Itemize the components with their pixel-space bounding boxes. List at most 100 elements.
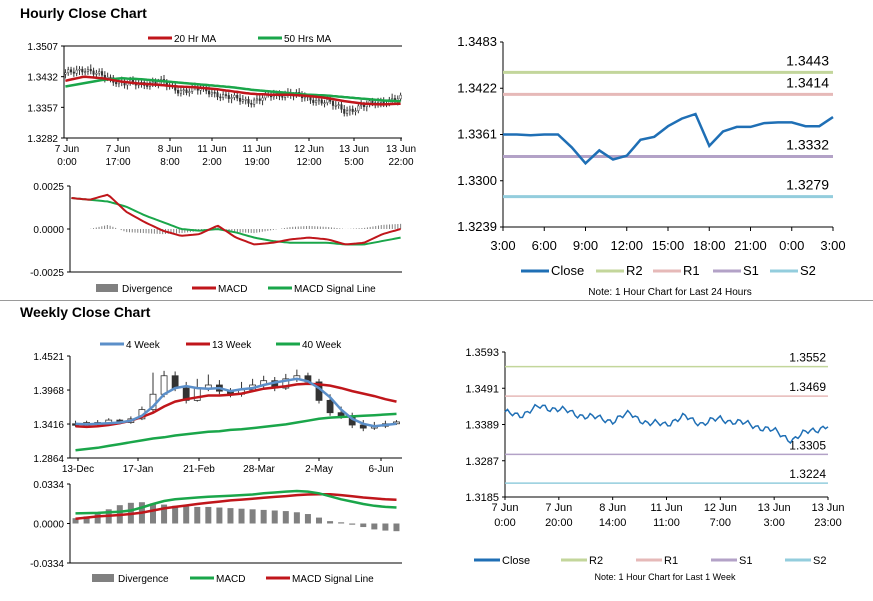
hourly-candle-body <box>213 92 216 94</box>
weekly-pivot-xtick-label: 23:00 <box>814 517 842 529</box>
hourly-candle-body <box>337 104 340 106</box>
hourly-candle-body <box>357 105 360 111</box>
hourly-price-xtick-label: 7 Jun <box>106 144 130 155</box>
hourly-candle-body <box>241 99 244 102</box>
hourly-ma20-line <box>65 75 401 106</box>
weekly-price-ytick-label: 1.3968 <box>33 386 64 397</box>
weekly-4wk-line <box>75 377 397 428</box>
hourly-pivot-legend-label: S1 <box>743 263 759 278</box>
weekly-pivot-s2-label: 1.3224 <box>789 467 826 481</box>
hourly-macd-ytick-label: 0.0000 <box>33 225 64 236</box>
hourly-pivot-xtick-label: 18:00 <box>693 238 726 253</box>
hourly-candle-body <box>247 99 250 104</box>
hourly-price-xtick-label: 17:00 <box>105 157 130 168</box>
hourly-price-xtick-label: 19:00 <box>244 157 269 168</box>
weekly-divergence-bar <box>216 507 223 524</box>
weekly-pivot-legend-label: R1 <box>664 555 678 567</box>
hourly-candle-body <box>179 90 182 94</box>
hourly-candle-body <box>354 110 357 112</box>
weekly-pivot-r2-label: 1.3552 <box>789 351 826 365</box>
weekly-price-xtick-label: 13-Dec <box>62 464 94 475</box>
hourly-macd-legend-swatch <box>96 284 118 292</box>
hourly-candle-body <box>92 70 95 75</box>
weekly-divergence-bar <box>304 514 311 524</box>
hourly-candle-body <box>238 97 242 102</box>
weekly-pivot-ytick-label: 1.3287 <box>465 456 499 468</box>
hourly-candle-body <box>188 91 191 93</box>
hourly-candle-body <box>253 99 256 105</box>
hourly-candle-body <box>67 69 70 74</box>
hourly-pivot-r1-label: 1.3414 <box>786 74 829 90</box>
hourly-candle-body <box>151 81 154 84</box>
weekly-macd-signal-line <box>75 492 397 521</box>
weekly-pivot-r1-label: 1.3469 <box>789 380 826 394</box>
weekly-pivot-ytick-label: 1.3491 <box>465 383 499 395</box>
hourly-price-xtick-label: 0:00 <box>57 157 77 168</box>
hourly-candle-body <box>261 97 264 101</box>
weekly-divergence-bar <box>293 512 300 524</box>
weekly-macd-line <box>75 489 397 515</box>
hourly-pivot-xtick-label: 15:00 <box>652 238 685 253</box>
weekly-macd-ytick-label: 0.0000 <box>33 520 64 531</box>
hourly-price-ytick-label: 1.3282 <box>27 134 58 145</box>
hourly-candle-body <box>331 101 335 106</box>
hourly-candle-body <box>340 104 343 110</box>
hourly-pivot-r2-label: 1.3443 <box>786 52 829 68</box>
hourly-candle-body <box>72 71 75 74</box>
weekly-divergence-bar <box>194 506 201 524</box>
weekly-divergence-bar <box>150 503 156 524</box>
hourly-candle-body <box>208 90 211 95</box>
hourly-price-legend-label: 50 Hrs MA <box>284 34 332 45</box>
hourly-candle-body <box>182 89 185 92</box>
weekly-divergence-bar <box>227 508 234 524</box>
hourly-pivot-s1-label: 1.3332 <box>786 136 829 152</box>
hourly-pivot-ytick-label: 1.3300 <box>457 173 497 188</box>
hourly-candle-body <box>323 102 326 104</box>
weekly-pivot-legend-label: Close <box>502 555 530 567</box>
hourly-pivot-s2-label: 1.3279 <box>786 177 829 193</box>
hourly-candle-body <box>320 99 323 104</box>
weekly-pivot-xtick-label: 20:00 <box>545 517 573 529</box>
weekly-price-ytick-label: 1.3416 <box>33 420 64 431</box>
hourly-candle-body <box>227 95 230 99</box>
weekly-divergence-bar <box>338 522 345 524</box>
hourly-candle-body <box>343 108 346 114</box>
hourly-pivot-legend-label: R1 <box>683 263 700 278</box>
weekly-price-xtick-label: 6-Jun <box>368 464 393 475</box>
weekly-divergence-bar <box>260 509 267 524</box>
weekly-divergence-bar <box>327 521 334 524</box>
hourly-candle-body <box>317 99 320 102</box>
hourly-price-xtick-label: 22:00 <box>388 157 413 168</box>
weekly-divergence-bar <box>271 510 278 524</box>
hourly-candle-body <box>312 99 315 103</box>
hourly-price-legend-label: 20 Hr MA <box>174 34 217 45</box>
hourly-pivot-xtick-label: 12:00 <box>610 238 643 253</box>
weekly-price-xtick-label: 28-Mar <box>243 464 275 475</box>
hourly-price-xtick-label: 13 Jun <box>386 144 416 155</box>
hourly-candle-body <box>69 69 73 73</box>
hourly-candle-body <box>219 96 222 99</box>
hourly-macd-legend-label: MACD Signal Line <box>294 284 376 295</box>
weekly-divergence-bar <box>360 523 367 528</box>
hourly-pivot-xtick-label: 9:00 <box>573 238 598 253</box>
hourly-candle-body <box>84 71 87 73</box>
weekly-divergence-bar <box>382 523 389 531</box>
hourly-price-xtick-label: 2:00 <box>202 157 222 168</box>
weekly-divergence-bar <box>72 518 79 524</box>
weekly-pivot-xtick-label: 7:00 <box>710 517 731 529</box>
hourly-candle-body <box>95 72 98 75</box>
weekly-pivot-ytick-label: 1.3185 <box>465 492 499 504</box>
hourly-candle-body <box>399 94 402 100</box>
weekly-divergence-bar <box>371 523 378 530</box>
weekly-macd-legend-label: MACD Signal Line <box>292 574 374 585</box>
hourly-pivot-close-line <box>503 112 834 166</box>
hourly-price-xtick-label: 11 Jun <box>197 144 226 155</box>
hourly-price-xtick-label: 12 Jun <box>294 144 324 155</box>
weekly-divergence-bar <box>282 511 289 524</box>
hourly-ma50-line <box>65 77 401 103</box>
weekly-candle-body <box>326 399 334 414</box>
weekly-pivot-xtick-label: 3:00 <box>763 517 784 529</box>
weekly-price-xtick-label: 17-Jan <box>123 464 154 475</box>
hourly-pivot-xtick-label: 21:00 <box>734 238 767 253</box>
